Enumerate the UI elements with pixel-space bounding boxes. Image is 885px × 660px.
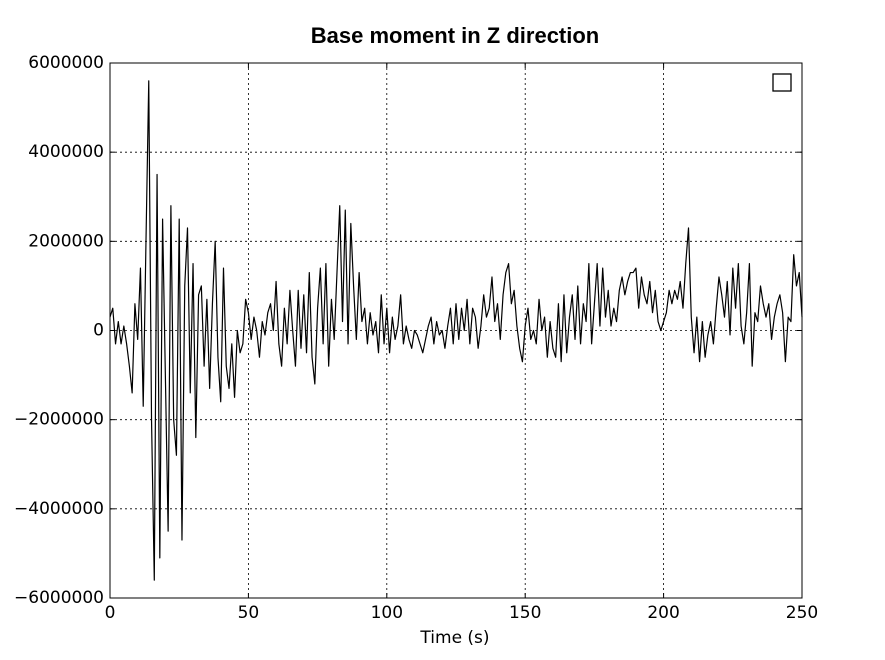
x-tick-label: 50	[238, 603, 260, 623]
data-line	[109, 80, 803, 581]
plot-frame	[109, 62, 803, 599]
x-tick-label: 0	[105, 603, 116, 623]
plot	[109, 80, 803, 581]
y-tick-label: −4000000	[14, 499, 104, 519]
x-tick-label: 100	[371, 603, 403, 623]
x-tick-label: 250	[786, 603, 818, 623]
y-tick-label: 6000000	[28, 53, 104, 73]
y-tick-label: 0	[93, 321, 104, 341]
y-tick-label: 4000000	[28, 142, 104, 162]
y-tick-label: 2000000	[28, 231, 104, 251]
y-tick-label: −2000000	[14, 410, 104, 430]
x-axis-label: Time (s)	[419, 628, 489, 648]
x-tick-label: 150	[509, 603, 541, 623]
chart-title: Base moment in Z direction	[311, 23, 600, 48]
x-tick-label: 200	[647, 603, 679, 623]
y-tick-label: −6000000	[14, 588, 104, 608]
legend-box	[772, 73, 792, 92]
